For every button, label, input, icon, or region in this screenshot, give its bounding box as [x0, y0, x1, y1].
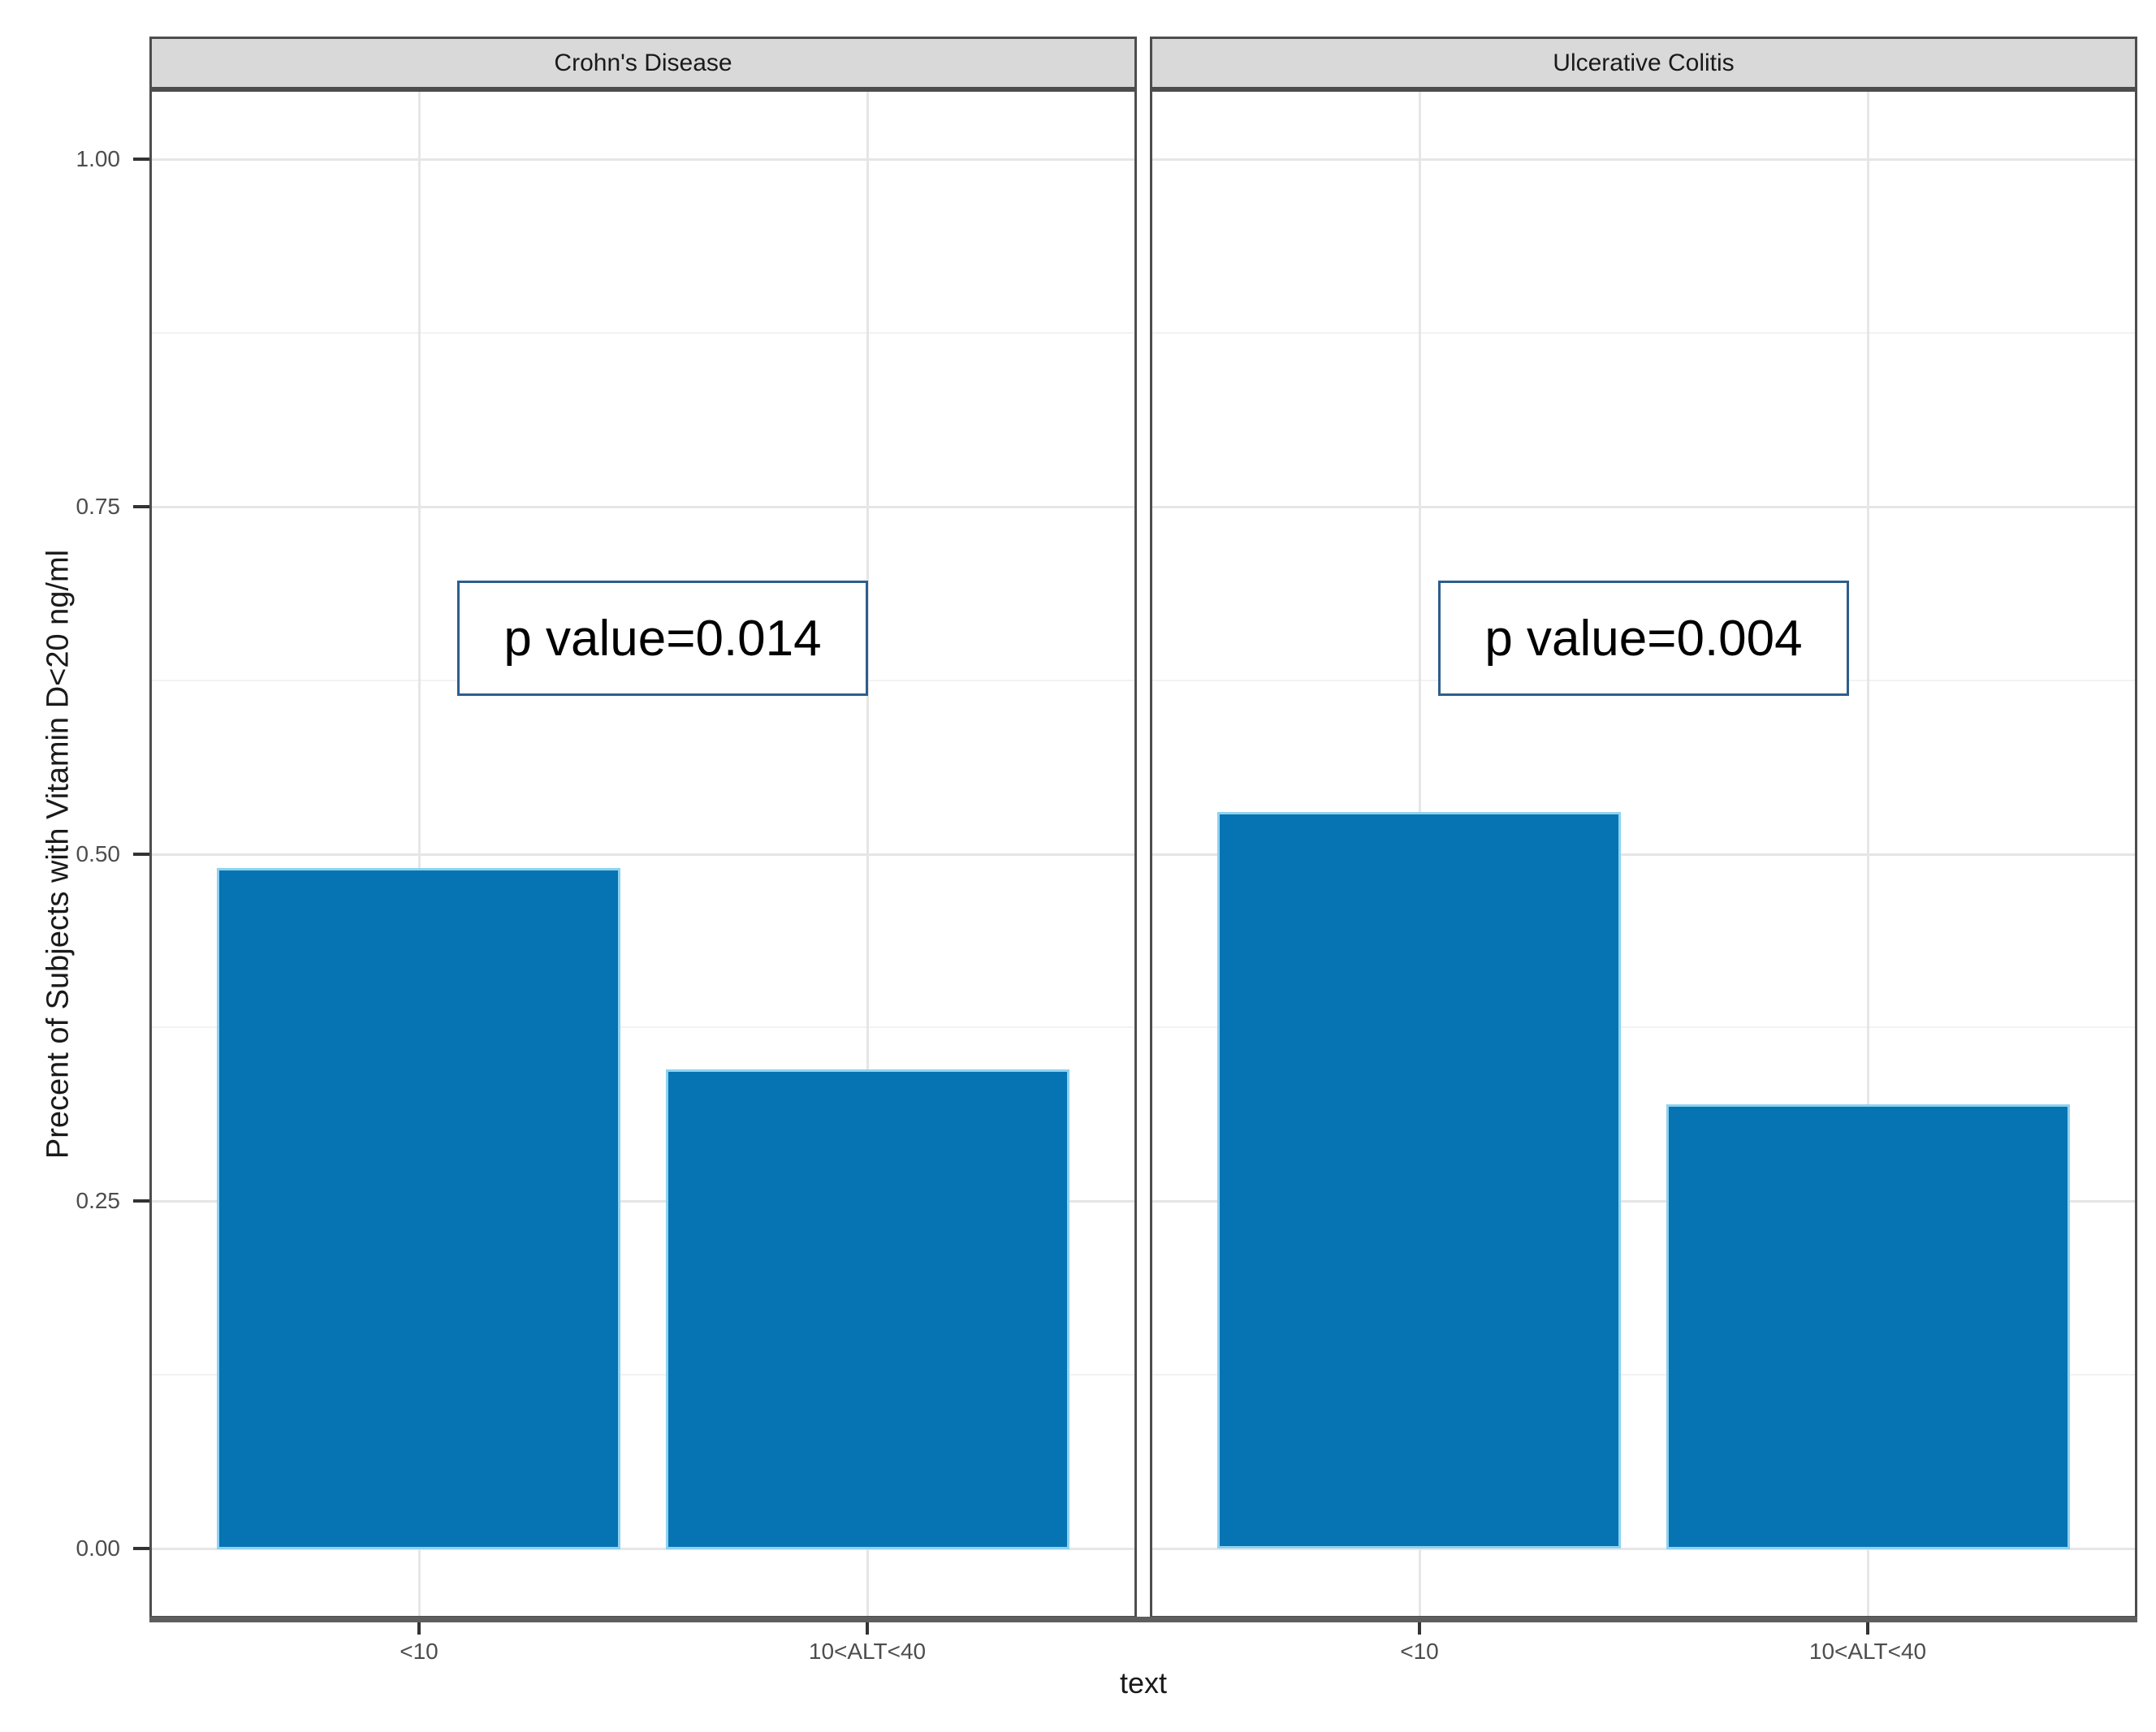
h-gridline-minor	[152, 332, 1134, 334]
x-tick-label: <10	[400, 1639, 439, 1664]
h-gridline-minor	[152, 1374, 1134, 1376]
h-gridline-major	[1152, 853, 2135, 856]
p-value-box: p value=0.004	[1438, 581, 1849, 696]
h-gridline-major	[152, 158, 1134, 161]
v-gridline	[1867, 92, 1869, 1616]
y-tick-mark	[133, 1199, 149, 1203]
x-axis-title: text	[1119, 1666, 1168, 1700]
facet-strip: Ulcerative Colitis	[1150, 37, 2137, 89]
h-gridline-major	[152, 853, 1134, 856]
x-tick-label: 10<ALT<40	[1808, 1639, 1927, 1664]
h-gridline-minor	[1152, 1374, 2135, 1376]
h-gridline-minor	[1152, 332, 2135, 334]
h-gridline-major	[1152, 1200, 2135, 1203]
bar	[666, 1069, 1069, 1549]
h-gridline-major	[1152, 158, 2135, 161]
y-tick-mark	[133, 158, 149, 161]
bar	[1217, 812, 1621, 1548]
y-tick-label: 1.00	[76, 146, 121, 171]
x-tick-label: 10<ALT<40	[808, 1639, 927, 1664]
h-gridline-minor	[152, 1026, 1134, 1028]
y-tick-label: 0.50	[76, 841, 121, 866]
y-tick-label: 0.00	[76, 1535, 121, 1561]
facet-strip: Crohn's Disease	[149, 37, 1137, 89]
h-gridline-major	[1152, 1548, 2135, 1550]
y-tick-mark	[133, 853, 149, 856]
h-gridline-minor	[1152, 1026, 2135, 1028]
p-value-label: p value=0.004	[1484, 610, 1803, 667]
x-tick-mark	[417, 1618, 421, 1635]
h-gridline-major	[152, 1548, 1134, 1550]
x-tick-label: <10	[1400, 1639, 1439, 1664]
x-tick-mark	[1866, 1618, 1869, 1635]
p-value-box: p value=0.014	[457, 581, 868, 696]
y-tick-mark	[133, 1547, 149, 1550]
facet-strip-label: Ulcerative Colitis	[1553, 49, 1735, 76]
h-gridline-major	[152, 1200, 1134, 1203]
h-gridline-major	[1152, 506, 2135, 508]
x-tick-mark	[866, 1618, 869, 1635]
bar	[217, 868, 620, 1549]
y-tick-label: 0.25	[76, 1188, 121, 1213]
x-tick-mark	[1418, 1618, 1421, 1635]
p-value-label: p value=0.014	[503, 610, 822, 667]
y-tick-mark	[133, 505, 149, 508]
v-gridline	[418, 92, 421, 1616]
y-tick-label: 0.75	[76, 494, 121, 519]
x-axis-line	[149, 1617, 2137, 1622]
facet-strip-label: Crohn's Disease	[554, 49, 732, 76]
h-gridline-major	[152, 506, 1134, 508]
v-gridline	[866, 92, 869, 1616]
bar	[1666, 1104, 2070, 1549]
